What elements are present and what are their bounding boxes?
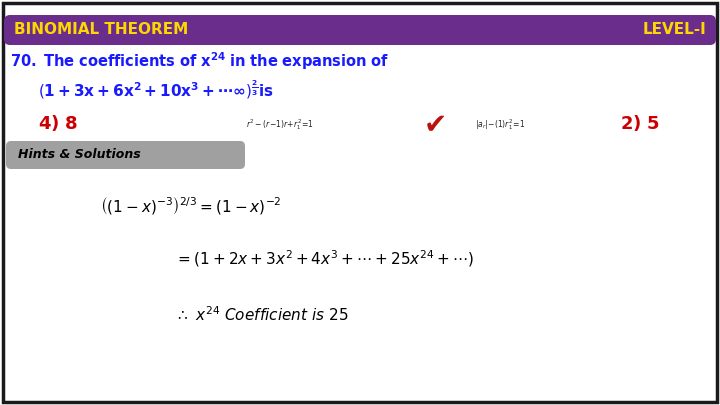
- FancyBboxPatch shape: [4, 15, 716, 45]
- Text: BINOMIAL THEOREM: BINOMIAL THEOREM: [14, 23, 188, 38]
- Text: ✔: ✔: [423, 111, 446, 139]
- Text: $= \left(1 + 2x + 3x^2 + 4x^3 + \cdots + 25x^{24} + \cdots\right)$: $= \left(1 + 2x + 3x^2 + 4x^3 + \cdots +…: [175, 248, 474, 269]
- Text: Hints & Solutions: Hints & Solutions: [18, 149, 140, 162]
- Text: $\mathbf{70.\ The\ coefficients\ of\ x^{24}\ in\ the\ expansion\ of}$: $\mathbf{70.\ The\ coefficients\ of\ x^{…: [10, 50, 390, 72]
- Text: $\mathbf{2)\ 5}$: $\mathbf{2)\ 5}$: [620, 113, 660, 133]
- Text: $r^2-(r\!-\!1)r\!+\!r_1^2\!=\!1$: $r^2-(r\!-\!1)r\!+\!r_1^2\!=\!1$: [246, 117, 314, 132]
- Text: $\mathbf{\left(1 + 3x + 6x^2 + 10x^3 + \cdots\infty\right)^{\frac{2}{3}}is}$: $\mathbf{\left(1 + 3x + 6x^2 + 10x^3 + \…: [38, 78, 274, 101]
- FancyBboxPatch shape: [6, 141, 245, 169]
- Text: LEVEL-I: LEVEL-I: [642, 23, 706, 38]
- Text: $|a_r|\!-\!(1)r_1^2\!=\!1$: $|a_r|\!-\!(1)r_1^2\!=\!1$: [475, 117, 525, 132]
- FancyBboxPatch shape: [3, 3, 717, 402]
- Text: $\left(\left(1-x\right)^{-3}\right)^{2/3} = \left(1-x\right)^{-2}$: $\left(\left(1-x\right)^{-3}\right)^{2/3…: [100, 195, 282, 216]
- Text: $\therefore\ x^{24}\ \mathit{Coefficient\ is\ 25}$: $\therefore\ x^{24}\ \mathit{Coefficient…: [175, 305, 348, 324]
- Text: $\mathbf{4)\ 8}$: $\mathbf{4)\ 8}$: [38, 113, 78, 133]
